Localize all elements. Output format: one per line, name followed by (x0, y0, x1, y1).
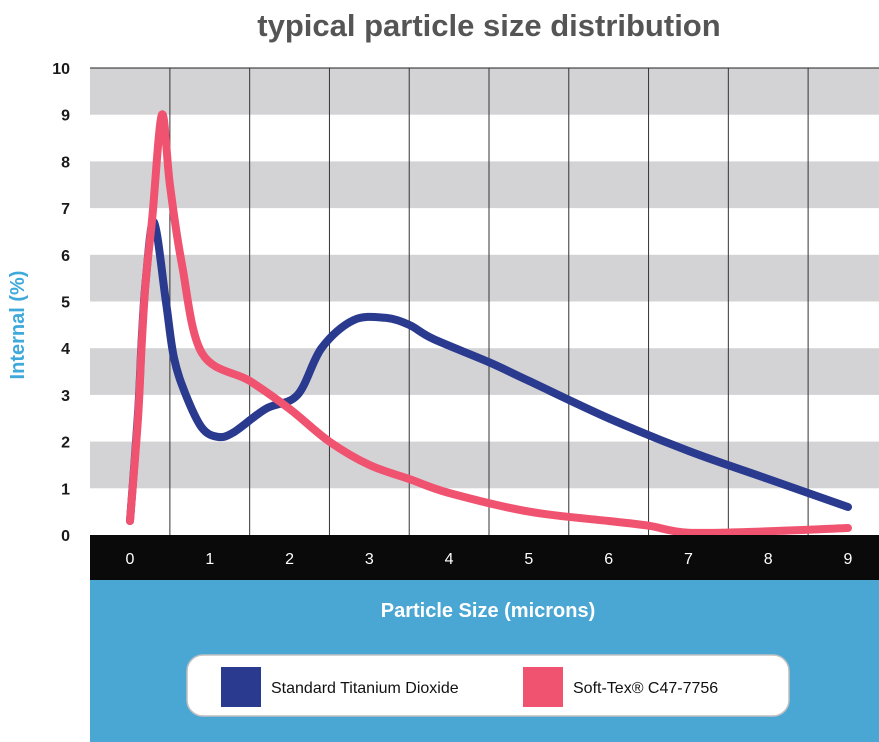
grid-band (90, 161, 879, 209)
y-axis-ticks: 0 1 2 3 4 5 6 7 8 9 10 (52, 61, 70, 545)
series-layer (126, 110, 852, 537)
y-tick-label: 6 (61, 248, 70, 265)
x-axis-label: Particle Size (microns) (381, 600, 596, 622)
x-tick-label: 2 (285, 551, 294, 568)
legend: Standard Titanium Dioxide Soft-Tex® C47-… (186, 654, 790, 717)
x-tick-label: 8 (764, 551, 773, 568)
y-tick-label: 8 (61, 154, 70, 171)
y-tick-label: 3 (61, 388, 70, 405)
legend-label-soft-tex: Soft-Tex® C47-7756 (573, 680, 718, 697)
x-tick-label: 4 (445, 551, 454, 568)
grid-band (90, 254, 879, 302)
y-axis-label: Internal (%) (7, 271, 29, 380)
y-tick-label: 7 (61, 201, 70, 218)
legend-box (186, 654, 790, 717)
x-tick-label: 3 (365, 551, 374, 568)
x-tick-label: 0 (126, 551, 135, 568)
y-tick-label: 0 (61, 528, 70, 545)
grid-band (90, 68, 879, 115)
x-tick-label: 7 (684, 551, 693, 568)
legend-swatch-soft-tex (523, 667, 563, 707)
x-tick-label: 9 (844, 551, 853, 568)
y-tick-label: 1 (61, 481, 70, 498)
x-axis-ticks: 0 1 2 3 4 5 6 7 8 9 (126, 551, 853, 568)
x-tick-label: 6 (604, 551, 613, 568)
y-tick-label: 4 (61, 341, 70, 358)
y-tick-label: 5 (61, 295, 70, 312)
x-tick-label: 1 (205, 551, 214, 568)
grid-bands (90, 67, 879, 489)
legend-swatch-standard-titanium-dioxide (221, 667, 261, 707)
x-axis-bar (90, 535, 879, 580)
series-line-soft-tex (126, 110, 852, 537)
y-tick-label: 10 (52, 61, 70, 78)
legend-label-standard-titanium-dioxide: Standard Titanium Dioxide (271, 680, 459, 697)
x-tick-label: 5 (524, 551, 533, 568)
grid-band (90, 348, 879, 395)
y-tick-label: 2 (61, 435, 70, 452)
chart-title: typical particle size distribution (257, 8, 720, 43)
grid-band (90, 441, 879, 489)
y-tick-label: 9 (61, 108, 70, 125)
